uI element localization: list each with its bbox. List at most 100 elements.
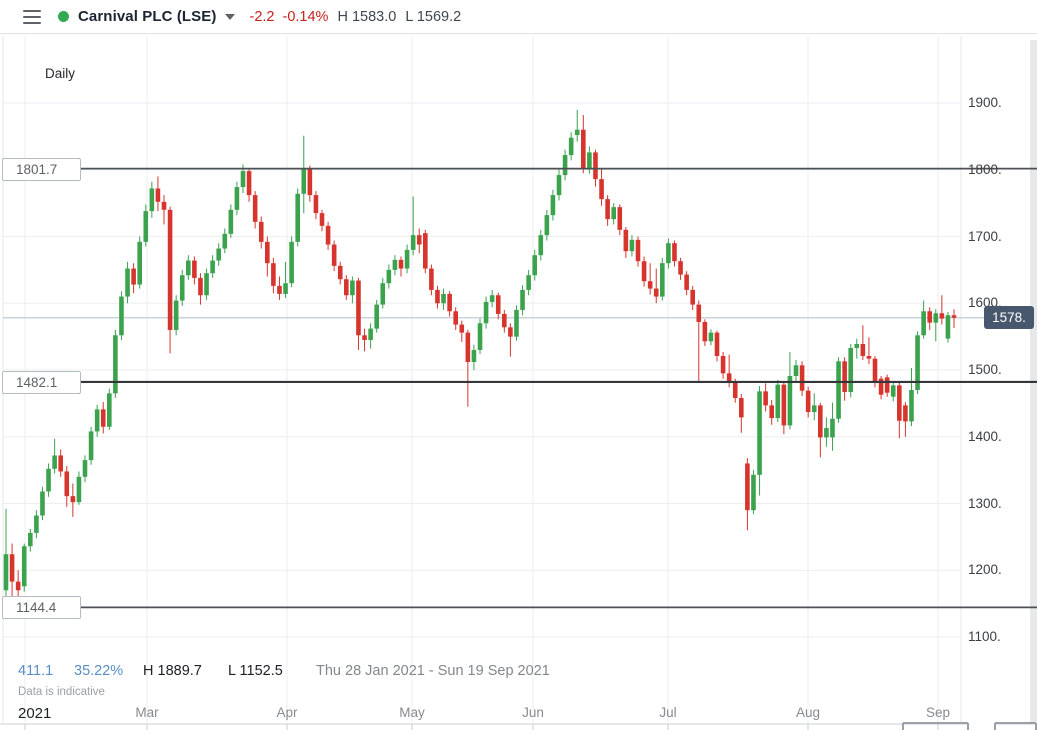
candle <box>805 390 811 413</box>
candle <box>842 361 847 393</box>
candle <box>119 296 124 336</box>
candle <box>951 315 957 318</box>
price-level-label[interactable]: 1482.1 <box>2 370 81 394</box>
instrument-title[interactable]: Carnival PLC (LSE) <box>78 8 217 25</box>
candle <box>167 209 173 330</box>
candle <box>465 332 471 362</box>
candle <box>64 471 70 497</box>
candle <box>301 168 307 194</box>
candle <box>216 248 221 261</box>
candle <box>502 313 507 328</box>
candle <box>350 280 355 296</box>
candle <box>647 281 653 289</box>
y-axis-tick-label: 1500. <box>968 362 1002 377</box>
candle <box>866 355 872 359</box>
timeframe-label[interactable]: Daily <box>45 66 76 81</box>
candle <box>362 335 367 340</box>
range-info-bar: 411.1 35.22% H 1889.7 L 1152.5 Thu 28 Ja… <box>18 663 550 679</box>
candle <box>441 293 446 304</box>
candle <box>872 358 878 383</box>
candle <box>404 249 410 269</box>
candle <box>313 195 319 214</box>
candle <box>416 235 422 245</box>
x-axis-tick-label: Apr <box>276 705 298 720</box>
candle <box>483 301 489 324</box>
candle <box>277 285 282 294</box>
candle <box>337 265 343 280</box>
candle <box>447 293 452 312</box>
session-high: H 1583.0 <box>337 8 397 25</box>
candle <box>726 373 732 383</box>
candle <box>854 343 860 348</box>
y-axis-tick-label: 1800. <box>968 161 1002 177</box>
candle <box>15 581 21 591</box>
range-low: L 1152.5 <box>228 663 283 679</box>
candle <box>344 279 349 296</box>
candle <box>611 207 616 220</box>
candle <box>811 405 817 413</box>
candle <box>495 295 501 314</box>
price-level-label[interactable]: 1144.4 <box>2 596 81 620</box>
candle <box>909 390 914 422</box>
candle <box>787 376 793 426</box>
candle <box>192 260 197 278</box>
candle <box>3 554 9 591</box>
candle <box>915 335 920 391</box>
y-axis-tick-label: 1100. <box>968 629 1001 644</box>
candle <box>161 201 167 210</box>
candle <box>271 263 276 286</box>
candle <box>556 175 562 196</box>
candle <box>550 195 556 216</box>
candle <box>860 343 866 356</box>
candle <box>325 225 331 245</box>
header-divider <box>0 33 1037 34</box>
candle <box>246 171 252 196</box>
candle <box>380 283 386 305</box>
candle <box>775 384 781 419</box>
candle <box>307 168 313 196</box>
candle <box>818 405 823 438</box>
candle <box>319 213 325 226</box>
candle <box>46 468 51 492</box>
candle <box>453 311 458 325</box>
candle <box>781 384 787 426</box>
candle <box>745 463 750 511</box>
candle <box>204 273 209 296</box>
candle <box>921 311 926 336</box>
candle <box>514 309 519 337</box>
candle <box>252 195 258 222</box>
candle <box>690 289 696 305</box>
menu-icon[interactable] <box>23 9 41 24</box>
candle <box>581 129 586 169</box>
candle <box>210 260 215 274</box>
price-level-label[interactable]: 1801.7 <box>2 157 81 181</box>
candle <box>799 365 805 391</box>
candle <box>186 260 191 276</box>
candle <box>289 241 294 284</box>
candle <box>641 261 647 282</box>
bottom-cutoff-panel <box>0 722 1037 730</box>
current-price-badge: 1578. <box>984 305 1034 329</box>
candle <box>544 215 550 236</box>
candle <box>702 321 708 342</box>
candle <box>386 269 392 284</box>
candle <box>125 268 130 297</box>
range-change: 411.1 <box>18 663 54 679</box>
candle <box>830 418 835 438</box>
candle <box>435 289 440 304</box>
candle <box>660 263 665 297</box>
candle <box>568 137 574 156</box>
x-axis-tick-label: Aug <box>795 705 821 720</box>
x-axis-tick-label: Mar <box>135 705 159 720</box>
candle <box>824 428 829 438</box>
candle <box>410 235 416 250</box>
candle <box>672 243 677 262</box>
y-axis-tick-label: 1400. <box>968 428 1002 444</box>
chevron-down-icon[interactable] <box>224 13 235 20</box>
candle <box>489 295 495 302</box>
candle <box>198 277 203 296</box>
candle <box>763 391 768 406</box>
candle <box>258 221 264 242</box>
range-high: H 1889.7 <box>143 663 202 679</box>
